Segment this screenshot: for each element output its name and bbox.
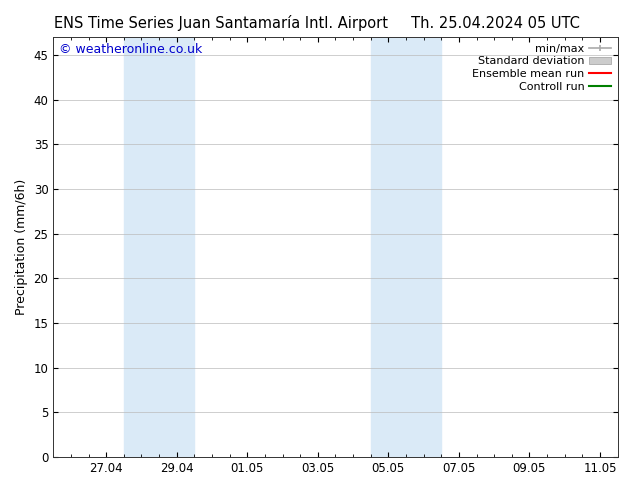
- Bar: [371, 37, 441, 457]
- Text: © weatheronline.co.uk: © weatheronline.co.uk: [59, 43, 202, 56]
- Y-axis label: Precipitation (mm/6h): Precipitation (mm/6h): [15, 179, 28, 315]
- Text: ENS Time Series Juan Santamaría Intl. Airport     Th. 25.04.2024 05 UTC: ENS Time Series Juan Santamaría Intl. Ai…: [54, 15, 580, 31]
- Legend: min/max, Standard deviation, Ensemble mean run, Controll run: min/max, Standard deviation, Ensemble me…: [469, 40, 614, 96]
- Bar: [124, 37, 195, 457]
